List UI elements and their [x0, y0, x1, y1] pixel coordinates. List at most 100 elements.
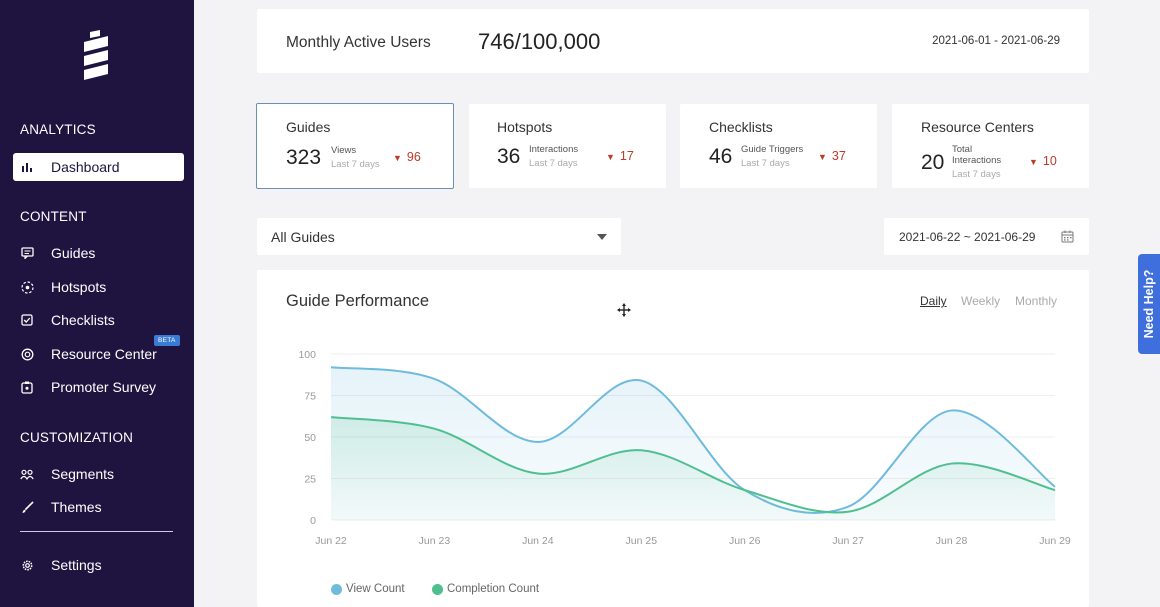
- x-tick-label: Jun 25: [626, 535, 658, 547]
- mau-date-range: 2021-06-01 - 2021-06-29: [932, 35, 1060, 47]
- down-arrow-icon: ▼: [393, 153, 402, 163]
- y-tick-label: 25: [304, 474, 316, 486]
- stat-metric-label-2: Interactions: [952, 155, 1002, 166]
- lifebuoy-icon: [20, 347, 34, 361]
- sidebar-item-settings[interactable]: Settings: [13, 551, 184, 579]
- stat-delta: ▼ 37: [818, 149, 846, 163]
- x-tick-label: Jun 29: [1039, 535, 1071, 547]
- stat-title: Checklists: [709, 119, 773, 135]
- sidebar-item-hotspots[interactable]: Hotspots: [13, 273, 184, 301]
- section-customization: CUSTOMIZATION: [20, 430, 134, 445]
- stat-delta: ▼ 10: [1029, 154, 1057, 168]
- sidebar-item-guides[interactable]: Guides: [13, 239, 184, 267]
- mau-card: Monthly Active Users 746/100,000 2021-06…: [257, 9, 1089, 73]
- completion-count-line: [330, 416, 1056, 514]
- period-daily[interactable]: Daily: [920, 294, 947, 308]
- guide-performance-card: Guide Performance Daily Weekly Monthly 0…: [257, 270, 1089, 607]
- sidebar-item-label: Segments: [51, 466, 115, 482]
- sidebar-item-label: Dashboard: [51, 159, 120, 175]
- stat-value: 323: [286, 146, 322, 169]
- y-tick-label: 75: [304, 391, 316, 403]
- stat-metric-label: Interactions: [529, 144, 579, 155]
- stat-metric-label: Guide Triggers: [741, 144, 804, 155]
- legend-dot: [432, 583, 443, 595]
- sidebar-item-promoter-survey[interactable]: Promoter Survey: [13, 373, 184, 401]
- stat-delta: ▼ 17: [606, 149, 634, 163]
- message-square-icon: [20, 246, 34, 260]
- sidebar-item-label: Settings: [51, 557, 102, 573]
- y-tick-label: 100: [298, 349, 316, 361]
- stat-period-label: Last 7 days: [741, 158, 790, 169]
- stat-card-guides[interactable]: Guides 323 Views Last 7 days ▼ 96: [256, 103, 454, 189]
- sidebar-item-label: Checklists: [51, 312, 115, 328]
- brush-icon: [20, 500, 34, 514]
- chart-title: Guide Performance: [286, 292, 430, 310]
- stat-value: 20: [921, 151, 945, 174]
- sidebar-item-themes[interactable]: Themes: [13, 493, 184, 521]
- legend-completion-count[interactable]: Completion Count: [432, 583, 539, 595]
- x-tick-label: Jun 23: [419, 535, 451, 547]
- sidebar-item-label: Promoter Survey: [51, 379, 157, 395]
- sidebar-divider: [20, 531, 173, 532]
- move-cursor-icon: [617, 303, 631, 317]
- need-help-button[interactable]: Need Help?: [1138, 254, 1160, 354]
- stat-period-label: Last 7 days: [331, 159, 380, 170]
- stat-metric-label: Total: [952, 144, 973, 155]
- y-tick-label: 50: [304, 432, 316, 444]
- x-tick-label: Jun 26: [729, 535, 761, 547]
- stat-period-label: Last 7 days: [529, 158, 578, 169]
- stat-period-label: Last 7 days: [952, 169, 1001, 180]
- x-tick-label: Jun 28: [936, 535, 968, 547]
- guide-select[interactable]: All Guides: [257, 218, 621, 255]
- checkbox-icon: [20, 313, 34, 327]
- sidebar-item-checklists[interactable]: Checklists: [13, 306, 184, 334]
- legend-label: Completion Count: [447, 583, 540, 595]
- date-range-value: 2021-06-22 ~ 2021-06-29: [899, 230, 1036, 244]
- mau-value: 746/100,000: [478, 29, 601, 54]
- down-arrow-icon: ▼: [818, 152, 827, 162]
- stat-card-hotspots[interactable]: Hotspots 36 Interactions Last 7 days ▼ 17: [469, 104, 666, 188]
- down-arrow-icon: ▼: [606, 152, 615, 162]
- sidebar-item-label: Hotspots: [51, 279, 107, 295]
- app-logo[interactable]: [80, 30, 114, 86]
- period-monthly[interactable]: Monthly: [1015, 294, 1058, 308]
- legend-view-count[interactable]: View Count: [331, 583, 405, 595]
- stat-value: 46: [709, 145, 733, 168]
- stat-metric-label: Views: [331, 145, 357, 156]
- sidebar-item-resource-center[interactable]: Resource Center: [13, 340, 184, 368]
- date-range-picker[interactable]: 2021-06-22 ~ 2021-06-29: [884, 218, 1089, 255]
- legend-dot: [331, 583, 342, 595]
- beta-badge: BETA: [154, 335, 180, 346]
- stat-card-checklists[interactable]: Checklists 46 Guide Triggers Last 7 days…: [680, 104, 877, 188]
- mau-label: Monthly Active Users: [286, 34, 431, 51]
- stat-title: Guides: [286, 119, 331, 135]
- view-count-line: [330, 366, 1056, 514]
- y-tick-label: 0: [310, 515, 316, 527]
- x-tick-label: Jun 22: [315, 535, 347, 547]
- section-content: CONTENT: [20, 209, 87, 224]
- sidebar-item-segments[interactable]: Segments: [13, 460, 184, 488]
- calendar-icon: [1061, 230, 1074, 243]
- stat-delta: ▼ 96: [393, 150, 421, 164]
- stat-title: Resource Centers: [921, 119, 1034, 135]
- stat-card-resource-centers[interactable]: Resource Centers 20 Total Interactions L…: [892, 104, 1089, 188]
- sidebar: ANALYTICS Dashboard CONTENT Guides Hotsp…: [0, 0, 194, 607]
- guide-select-value: All Guides: [271, 229, 335, 245]
- down-arrow-icon: ▼: [1029, 157, 1038, 167]
- sidebar-item-label: Resource Center: [51, 346, 157, 362]
- need-help-label: Need Help?: [1142, 269, 1156, 339]
- x-tick-label: Jun 24: [522, 535, 554, 547]
- stat-value: 36: [497, 145, 521, 168]
- users-icon: [20, 467, 34, 481]
- x-tick-label: Jun 27: [832, 535, 864, 547]
- bar-chart-icon: [20, 160, 34, 174]
- survey-icon: [20, 380, 34, 394]
- chevron-down-icon: [597, 234, 607, 240]
- gear-icon: [20, 558, 34, 572]
- sidebar-item-label: Guides: [51, 245, 96, 261]
- hotspot-icon: [20, 280, 34, 294]
- legend-label: View Count: [346, 583, 405, 595]
- sidebar-item-dashboard[interactable]: Dashboard: [13, 153, 184, 181]
- period-weekly[interactable]: Weekly: [961, 294, 1001, 308]
- stat-title: Hotspots: [497, 119, 553, 135]
